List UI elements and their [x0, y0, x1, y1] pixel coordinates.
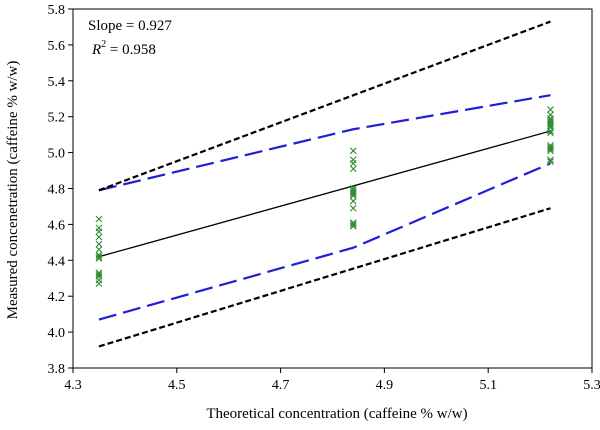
plot-frame [72, 8, 593, 369]
y-tick-label: 3.8 [48, 362, 66, 377]
data-point [95, 253, 103, 261]
data-point [95, 271, 103, 279]
r-squared-symbol: R [91, 42, 101, 58]
y-tick-label: 5.2 [48, 111, 66, 126]
x-tick-label: 5.1 [479, 378, 497, 393]
y-tick-label: 5.0 [48, 147, 66, 162]
y-tick-label: 4.0 [48, 326, 66, 341]
x-tick-label: 4.3 [64, 378, 82, 393]
data-point [349, 197, 357, 205]
x-axis-title: Theoretical concentration (caffeine % w/… [206, 406, 467, 422]
y-tick-label: 5.6 [48, 39, 66, 54]
data-point [349, 159, 357, 167]
data-point [349, 190, 357, 198]
y-tick-label: 4.4 [48, 254, 66, 269]
data-point [95, 233, 103, 241]
tick-layer: 4.3 4.5 4.7 4.9 5.1 5.3 3.8 4.0 4.2 4.4 4.6 4.8 5.0 5… [48, 3, 600, 393]
data-point [95, 246, 103, 253]
data-point [547, 122, 554, 130]
x-tick-label: 5.3 [583, 378, 600, 393]
lower-prediction-band [98, 207, 551, 348]
y-tick-label: 4.2 [48, 290, 66, 305]
data-point [95, 215, 103, 223]
data-point [349, 192, 357, 200]
r-squared-exponent: 2 [101, 39, 106, 50]
data-point [547, 158, 554, 165]
data-point [547, 145, 554, 153]
data-point [547, 129, 554, 137]
y-tick-label: 5.8 [48, 3, 66, 18]
data-point [349, 221, 357, 228]
y-tick-label: 4.6 [48, 218, 66, 233]
data-point [547, 156, 554, 164]
data-point [349, 204, 357, 212]
data-point [95, 280, 103, 288]
data-point [95, 255, 103, 262]
y-axis-title: Measured concenetration (caffeine % w/w) [5, 61, 21, 320]
slope-annotation: Slope = 0.927 [88, 18, 172, 34]
x-tick-label: 4.9 [376, 378, 394, 393]
x-tick-label: 4.5 [168, 378, 186, 393]
data-point [95, 228, 103, 235]
r-squared-annotation: R2 = 0.958 [91, 39, 156, 58]
r-squared-value: = 0.958 [106, 42, 156, 58]
upper-confidence-band [98, 94, 551, 192]
upper-prediction-band [98, 20, 551, 192]
data-point [349, 165, 357, 173]
data-point [547, 127, 554, 135]
lower-confidence-band [98, 162, 551, 321]
y-tick-label: 5.4 [48, 75, 66, 90]
x-tick-label: 4.7 [272, 378, 290, 393]
series-layer [98, 20, 551, 348]
data-point [95, 240, 103, 248]
points-layer [95, 106, 554, 288]
data-point [349, 222, 357, 230]
data-point [547, 106, 554, 113]
regression-line [98, 130, 551, 258]
data-point [547, 147, 554, 155]
data-point [349, 147, 357, 155]
y-tick-label: 4.8 [48, 183, 66, 198]
